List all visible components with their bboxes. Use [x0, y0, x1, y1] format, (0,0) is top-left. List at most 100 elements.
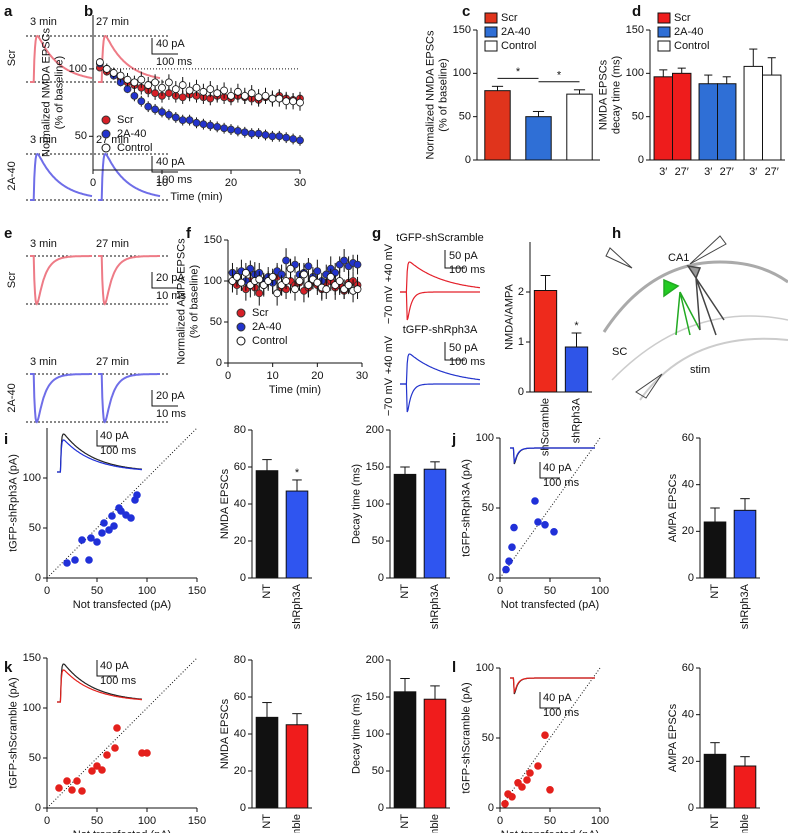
data-point	[102, 65, 111, 73]
data-point	[501, 800, 509, 808]
x-tick-label: 20	[225, 177, 237, 189]
scale-label: 100 ms	[100, 675, 137, 687]
y-tick-label: 40	[234, 728, 246, 740]
x-tick-label: 100	[591, 585, 609, 597]
y-tick-label: 150	[204, 234, 222, 246]
trace	[400, 383, 480, 413]
y-axis-label: (% of baseline)	[188, 265, 200, 338]
bar	[423, 468, 447, 579]
x-tick-label: NT	[399, 814, 411, 829]
bar	[703, 521, 727, 579]
x-tick-label: NT	[261, 814, 273, 829]
y-tick-label: 0	[688, 802, 694, 814]
data-point	[241, 268, 250, 277]
legend-swatch	[657, 40, 671, 52]
hippocampus-diagram	[602, 235, 788, 401]
x-tick-label: NT	[709, 814, 721, 829]
legend-label: 2A-40	[501, 26, 530, 38]
scale-label: 50 pA	[449, 342, 478, 354]
y-axis-label: Normalized NMDA EPSCs	[424, 30, 436, 159]
trace	[30, 34, 93, 83]
scale-label: 20 pA	[156, 272, 185, 284]
bar	[733, 765, 757, 809]
voltage-label: +40 mV	[383, 335, 395, 374]
legend-label: Control	[674, 40, 709, 52]
y-tick-label: 20	[682, 525, 694, 537]
data-point	[237, 278, 246, 287]
data-point	[526, 769, 534, 777]
time-label: 27 min	[96, 238, 129, 250]
data-point	[130, 78, 139, 87]
y-tick-label: 80	[234, 424, 246, 436]
data-point	[151, 78, 160, 87]
scale-label: 100 ms	[543, 707, 580, 719]
data-point	[98, 529, 106, 537]
data-point	[282, 97, 291, 106]
y-tick-label: 100	[204, 275, 222, 287]
data-point	[510, 523, 518, 532]
data-point	[171, 113, 180, 122]
y-axis-label: AMPA EPSCs	[667, 703, 679, 772]
data-point	[344, 281, 353, 290]
legend-label: 2A-40	[117, 128, 146, 140]
panel-letter: a	[4, 3, 13, 20]
scale-label: 40 pA	[543, 692, 572, 704]
scale-label: 40 pA	[156, 156, 185, 168]
x-tick-label: 0	[497, 585, 503, 597]
scale-bar	[539, 692, 560, 709]
y-tick-label: 50	[372, 765, 384, 777]
legend-swatch	[657, 26, 671, 38]
panel-letter: d	[632, 3, 641, 20]
y-tick-label: 60	[234, 461, 246, 473]
x-axis-label: Not transfected (pA)	[501, 599, 599, 611]
data-point	[296, 136, 304, 145]
bar	[255, 470, 279, 579]
scale-label: 40 pA	[100, 430, 129, 442]
x-tick-label: 0	[44, 815, 50, 827]
x-tick-label: shRph3A	[429, 583, 441, 629]
data-point	[282, 133, 291, 142]
x-tick-label: 3′	[659, 166, 667, 178]
y-tick-label: 0	[240, 572, 246, 584]
data-point	[137, 75, 146, 84]
legend-label: Control	[501, 40, 536, 52]
scale-label: 100 ms	[100, 445, 137, 457]
y-axis-label: (% of baseline)	[53, 56, 65, 129]
data-point	[164, 89, 173, 98]
legend-label: 2A-40	[252, 321, 281, 333]
scale-label: 100 ms	[449, 264, 486, 276]
y-tick-label: 60	[682, 662, 694, 674]
scale-bar	[151, 390, 178, 407]
data-point	[254, 129, 263, 138]
y-tick-label: 40	[682, 479, 694, 491]
data-point	[254, 93, 263, 102]
data-point	[108, 512, 116, 520]
data-point	[171, 85, 180, 94]
time-label: 3 min	[30, 134, 57, 146]
significance: *	[557, 70, 562, 82]
data-point	[158, 108, 166, 116]
panel-letter: e	[4, 225, 12, 242]
y-axis-label: NMDA EPSCs	[219, 698, 231, 769]
bar	[564, 346, 589, 393]
x-axis-label: Time (min)	[269, 384, 321, 396]
y-axis-label: NMDA EPSCs	[597, 59, 609, 130]
data-point	[220, 124, 229, 133]
data-point	[185, 86, 194, 95]
panel-letter: i	[4, 431, 8, 448]
bar	[255, 716, 279, 809]
x-tick-label: 3′	[749, 166, 757, 178]
data-point	[206, 121, 215, 130]
data-point	[206, 85, 215, 94]
data-point	[178, 81, 187, 89]
row-label: Scr	[6, 271, 18, 288]
x-tick-label: 27′	[720, 166, 734, 178]
y-tick-label: 50	[482, 502, 494, 514]
data-point	[100, 519, 108, 527]
scale-label: 100 ms	[156, 56, 193, 68]
x-tick-label: 10	[267, 370, 279, 382]
y-tick-label: 1	[518, 336, 524, 348]
scale-label: 10 ms	[156, 290, 186, 302]
y-tick-label: 50	[459, 111, 471, 123]
